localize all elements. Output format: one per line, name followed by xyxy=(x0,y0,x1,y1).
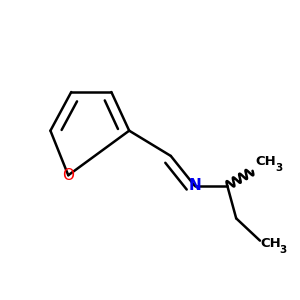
Text: CH: CH xyxy=(256,155,276,168)
Text: O: O xyxy=(62,168,74,183)
Text: CH: CH xyxy=(260,237,281,250)
Text: N: N xyxy=(188,178,201,193)
Text: 3: 3 xyxy=(279,245,286,255)
Text: 3: 3 xyxy=(275,164,282,173)
